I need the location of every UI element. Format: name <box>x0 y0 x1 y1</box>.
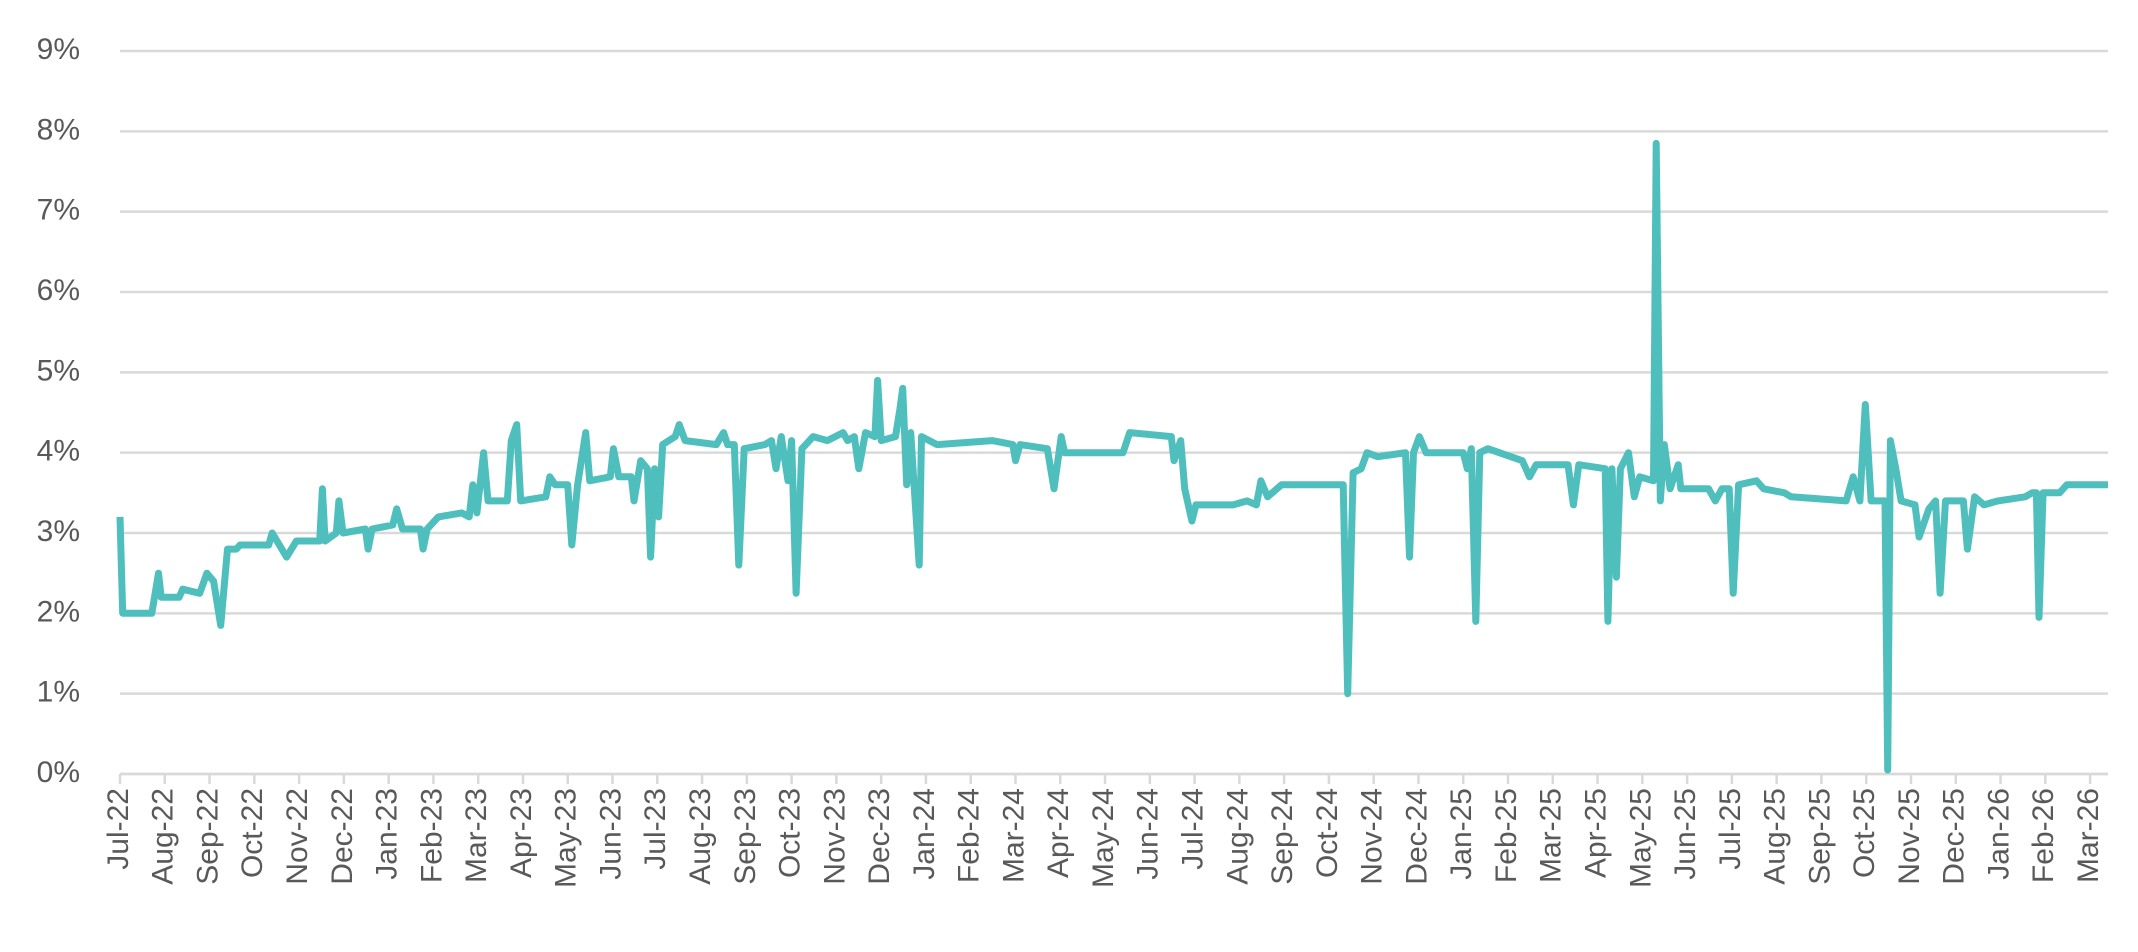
x-tick-label: Jun-24 <box>1132 788 1165 880</box>
x-tick-label: Sep-23 <box>729 788 762 885</box>
data-line <box>116 139 2108 774</box>
x-tick-label: Nov-24 <box>1356 788 1389 885</box>
x-tick-label: Dec-25 <box>1938 788 1971 885</box>
x-tick-label: Oct-23 <box>774 788 807 878</box>
x-tick-label: Sep-25 <box>1803 788 1836 885</box>
y-tick-label: 2% <box>37 595 80 628</box>
x-tick-label: Jul-22 <box>102 788 135 870</box>
y-tick-label: 1% <box>37 676 80 709</box>
x-tick-label: Oct-22 <box>236 788 269 878</box>
x-tick-label: Aug-22 <box>147 788 180 885</box>
y-tick-label: 6% <box>37 274 80 307</box>
x-tick-label: May-24 <box>1087 788 1120 888</box>
x-tick-label: Feb-24 <box>953 788 986 883</box>
x-tick-label: Feb-23 <box>415 788 448 883</box>
x-tick-label: Feb-26 <box>2027 788 2060 883</box>
x-tick-label: Nov-25 <box>1893 788 1926 885</box>
x-tick-label: Feb-25 <box>1490 788 1523 883</box>
x-tick-label: Dec-22 <box>326 788 359 885</box>
x-tick-label: Jan-25 <box>1445 788 1478 880</box>
y-tick-label: 4% <box>37 435 80 468</box>
x-tick-label: Nov-22 <box>281 788 314 885</box>
y-tick-label: 9% <box>37 33 80 66</box>
y-tick-label: 8% <box>37 113 80 146</box>
x-tick-label: Jan-23 <box>371 788 404 880</box>
x-tick-label: Jul-24 <box>1177 788 1210 870</box>
x-tick-label: Nov-23 <box>818 788 851 885</box>
x-tick-label: Mar-26 <box>2072 788 2105 883</box>
x-tick-label: Mar-24 <box>997 788 1030 883</box>
x-tick-label: Aug-23 <box>684 788 717 885</box>
x-tick-label: Oct-25 <box>1848 788 1881 878</box>
x-tick-label: Oct-24 <box>1311 788 1344 878</box>
y-tick-label: 5% <box>37 354 80 387</box>
x-tick-label: Dec-24 <box>1400 788 1433 885</box>
x-tick-label: Aug-24 <box>1221 788 1254 885</box>
x-tick-label: Jan-26 <box>1982 788 2015 880</box>
x-tick-label: Jan-24 <box>908 788 941 880</box>
x-tick-label: May-23 <box>550 788 583 888</box>
x-tick-label: Jul-23 <box>639 788 672 870</box>
x-tick-label: Mar-23 <box>460 788 493 883</box>
x-tick-label: Jun-25 <box>1669 788 1702 880</box>
x-tick-label: Mar-25 <box>1535 788 1568 883</box>
x-tick-label: Apr-25 <box>1579 788 1612 878</box>
x-tick-label: Aug-25 <box>1759 788 1792 885</box>
x-tick-label: Jun-23 <box>594 788 627 880</box>
x-tick-label: Apr-24 <box>1042 788 1075 878</box>
x-tick-label: Sep-22 <box>191 788 224 885</box>
y-tick-label: 0% <box>37 756 80 789</box>
x-tick-label: Jul-25 <box>1714 788 1747 870</box>
x-tick-label: Dec-23 <box>863 788 896 885</box>
x-tick-label: Sep-24 <box>1266 788 1299 885</box>
x-tick-label: Apr-23 <box>505 788 538 878</box>
y-tick-label: 3% <box>37 515 80 548</box>
x-tick-label: May-25 <box>1624 788 1657 888</box>
y-tick-label: 7% <box>37 194 80 227</box>
